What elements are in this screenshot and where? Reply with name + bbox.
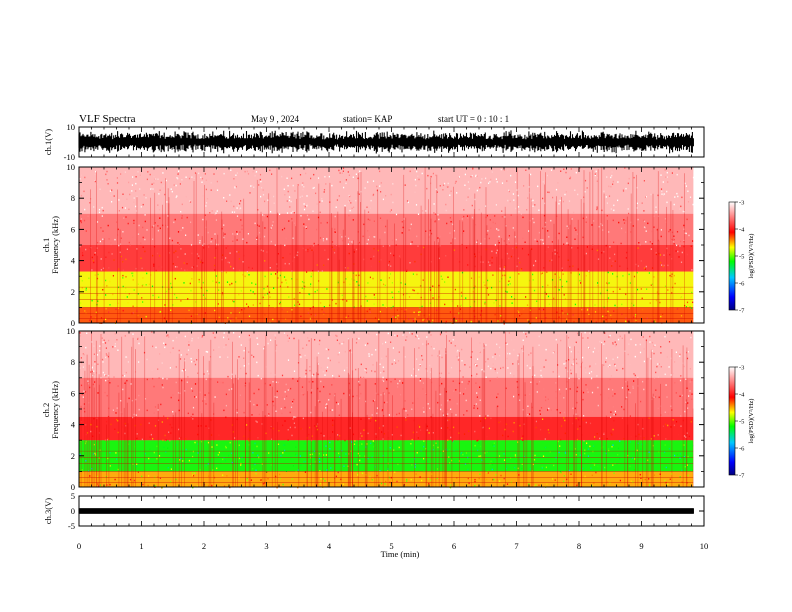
colorbar-tick-label: -6 bbox=[739, 446, 745, 453]
y-tick-label: 8 bbox=[71, 193, 75, 203]
colorbar-tick-label: -4 bbox=[739, 227, 745, 234]
x-tick-label: 5 bbox=[389, 541, 393, 551]
ch3-waveform-band bbox=[79, 508, 694, 514]
ch1-waveform-panel: 10 -10 bbox=[64, 122, 705, 162]
y-tick-label: 10 bbox=[67, 162, 76, 172]
colorbar-gradient bbox=[728, 201, 736, 311]
spectrogram-band-1 bbox=[79, 440, 694, 472]
ch1-spectrogram-panel: 0 2 4 6 8 10 bbox=[67, 162, 705, 328]
spectrogram-band-2 bbox=[79, 245, 694, 272]
station-label: station= KAP bbox=[343, 114, 392, 124]
ch1-frequency-ylabel: Frequency (kHz) bbox=[50, 216, 60, 274]
y-tick-label: 2 bbox=[71, 287, 75, 297]
y-tick-label: 5 bbox=[71, 491, 75, 501]
x-tick-label: 7 bbox=[514, 541, 518, 551]
spectrogram-band-0 bbox=[79, 471, 694, 487]
date-label: May 9 , 2024 bbox=[251, 114, 299, 124]
colorbar-tick-label: -3 bbox=[739, 365, 744, 372]
ch2-frequency-ylabel: Frequency (kHz) bbox=[50, 381, 60, 439]
spectrogram-band-4 bbox=[79, 167, 694, 214]
spectrogram-texture bbox=[79, 167, 695, 325]
x-tick-label: 9 bbox=[639, 541, 643, 551]
ch3-waveform-ylabel: ch.3(V) bbox=[43, 498, 53, 524]
start-time-label: start UT = 0 : 10 : 1 bbox=[438, 114, 509, 124]
x-tick-label: 0 bbox=[77, 541, 81, 551]
spectrogram-texture bbox=[79, 331, 694, 489]
spectrogram-band-0 bbox=[79, 307, 694, 323]
y-tick-label: -5 bbox=[68, 521, 75, 531]
spectrogram-band-3 bbox=[79, 213, 694, 245]
x-tick-label: 8 bbox=[577, 541, 581, 551]
y-tick-label: 4 bbox=[71, 420, 76, 430]
x-axis-label: Time (min) bbox=[381, 549, 420, 559]
x-tick-label: 3 bbox=[264, 541, 268, 551]
colorbar-label: log(PSD)(V²/Hz) bbox=[748, 234, 755, 279]
ch1-waveform-ylabel: ch.1(V) bbox=[43, 129, 53, 155]
y-tick-label: 8 bbox=[71, 357, 75, 367]
y-tick-label: 0 bbox=[71, 318, 75, 328]
y-tick-label: 0 bbox=[71, 482, 75, 492]
colorbar-label: log(PSD)(V²/Hz) bbox=[748, 399, 755, 444]
y-tick-label: 10 bbox=[67, 326, 76, 336]
no-data-area bbox=[693, 331, 704, 487]
spectrogram-band-3 bbox=[79, 377, 694, 417]
y-tick-label: 0 bbox=[71, 506, 75, 516]
x-tick-label: 10 bbox=[700, 541, 709, 551]
x-tick-label: 2 bbox=[202, 541, 206, 551]
y-tick-label: 2 bbox=[71, 451, 75, 461]
ch1-colorbar: -3 -4 -5 -6 -7 log(PSD)(V²/Hz) bbox=[728, 200, 755, 315]
colorbar-tick-label: -4 bbox=[739, 392, 745, 399]
colorbar-tick-label: -5 bbox=[739, 254, 744, 261]
y-tick-label: 6 bbox=[71, 388, 75, 398]
ch3-waveform-panel: 50-50 1 2 3 4 5 6 7 8 9 10 bbox=[68, 491, 708, 551]
colorbar-gradient bbox=[728, 366, 736, 476]
x-tick-label: 6 bbox=[452, 541, 456, 551]
ch2-spectrogram-panel: 0 2 4 6 8 10 bbox=[67, 326, 705, 492]
y-tick-label: 4 bbox=[71, 256, 76, 266]
colorbar-tick-label: -7 bbox=[739, 308, 745, 315]
colorbar-tick-label: -6 bbox=[739, 281, 745, 288]
spectrogram-band-2 bbox=[79, 416, 694, 441]
spectrogram-streaks bbox=[90, 167, 685, 323]
colorbar-tick-label: -7 bbox=[739, 473, 745, 480]
figure-title: VLF Spectra bbox=[79, 113, 136, 125]
y-tick-label: 6 bbox=[71, 224, 75, 234]
x-tick-label: 4 bbox=[327, 541, 332, 551]
colorbar-tick-label: -5 bbox=[739, 419, 744, 426]
ch2-colorbar: -3 -4 -5 -6 -7 log(PSD)(V²/Hz) bbox=[728, 365, 755, 480]
x-tick-label: 1 bbox=[139, 541, 143, 551]
colorbar-tick-label: -3 bbox=[739, 200, 744, 207]
y-tick-label: 10 bbox=[67, 122, 76, 132]
ch1-waveform-trace bbox=[78, 130, 694, 154]
ch2-channel-label: ch.2 bbox=[41, 403, 51, 417]
no-data-area bbox=[693, 167, 704, 323]
y-tick-label: -10 bbox=[64, 152, 75, 162]
ch1-channel-label: ch.1 bbox=[41, 238, 51, 252]
